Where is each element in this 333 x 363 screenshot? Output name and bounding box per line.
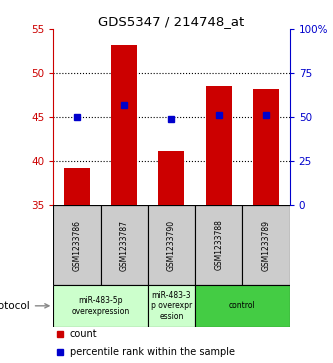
- Bar: [159, 151, 184, 205]
- Bar: [206, 86, 232, 205]
- Text: count: count: [70, 329, 98, 339]
- Bar: [101, 205, 148, 285]
- Text: control: control: [229, 301, 256, 310]
- Text: GSM1233789: GSM1233789: [261, 220, 271, 270]
- Bar: [242, 205, 290, 285]
- Text: GSM1233787: GSM1233787: [120, 220, 129, 270]
- Bar: [195, 285, 290, 327]
- Text: GSM1233786: GSM1233786: [72, 220, 82, 270]
- Bar: [195, 205, 242, 285]
- Text: miR-483-3
p overexpr
ession: miR-483-3 p overexpr ession: [151, 291, 192, 321]
- Bar: [253, 89, 279, 205]
- Title: GDS5347 / 214748_at: GDS5347 / 214748_at: [98, 15, 245, 28]
- Bar: [148, 205, 195, 285]
- Bar: [53, 285, 148, 327]
- Bar: [53, 205, 101, 285]
- Text: miR-483-5p
overexpression: miR-483-5p overexpression: [72, 296, 130, 315]
- Text: GSM1233790: GSM1233790: [167, 220, 176, 270]
- Bar: [148, 285, 195, 327]
- Text: protocol: protocol: [0, 301, 49, 311]
- Text: GSM1233788: GSM1233788: [214, 220, 223, 270]
- Bar: [64, 168, 90, 205]
- Bar: [111, 45, 137, 205]
- Text: percentile rank within the sample: percentile rank within the sample: [70, 347, 235, 357]
